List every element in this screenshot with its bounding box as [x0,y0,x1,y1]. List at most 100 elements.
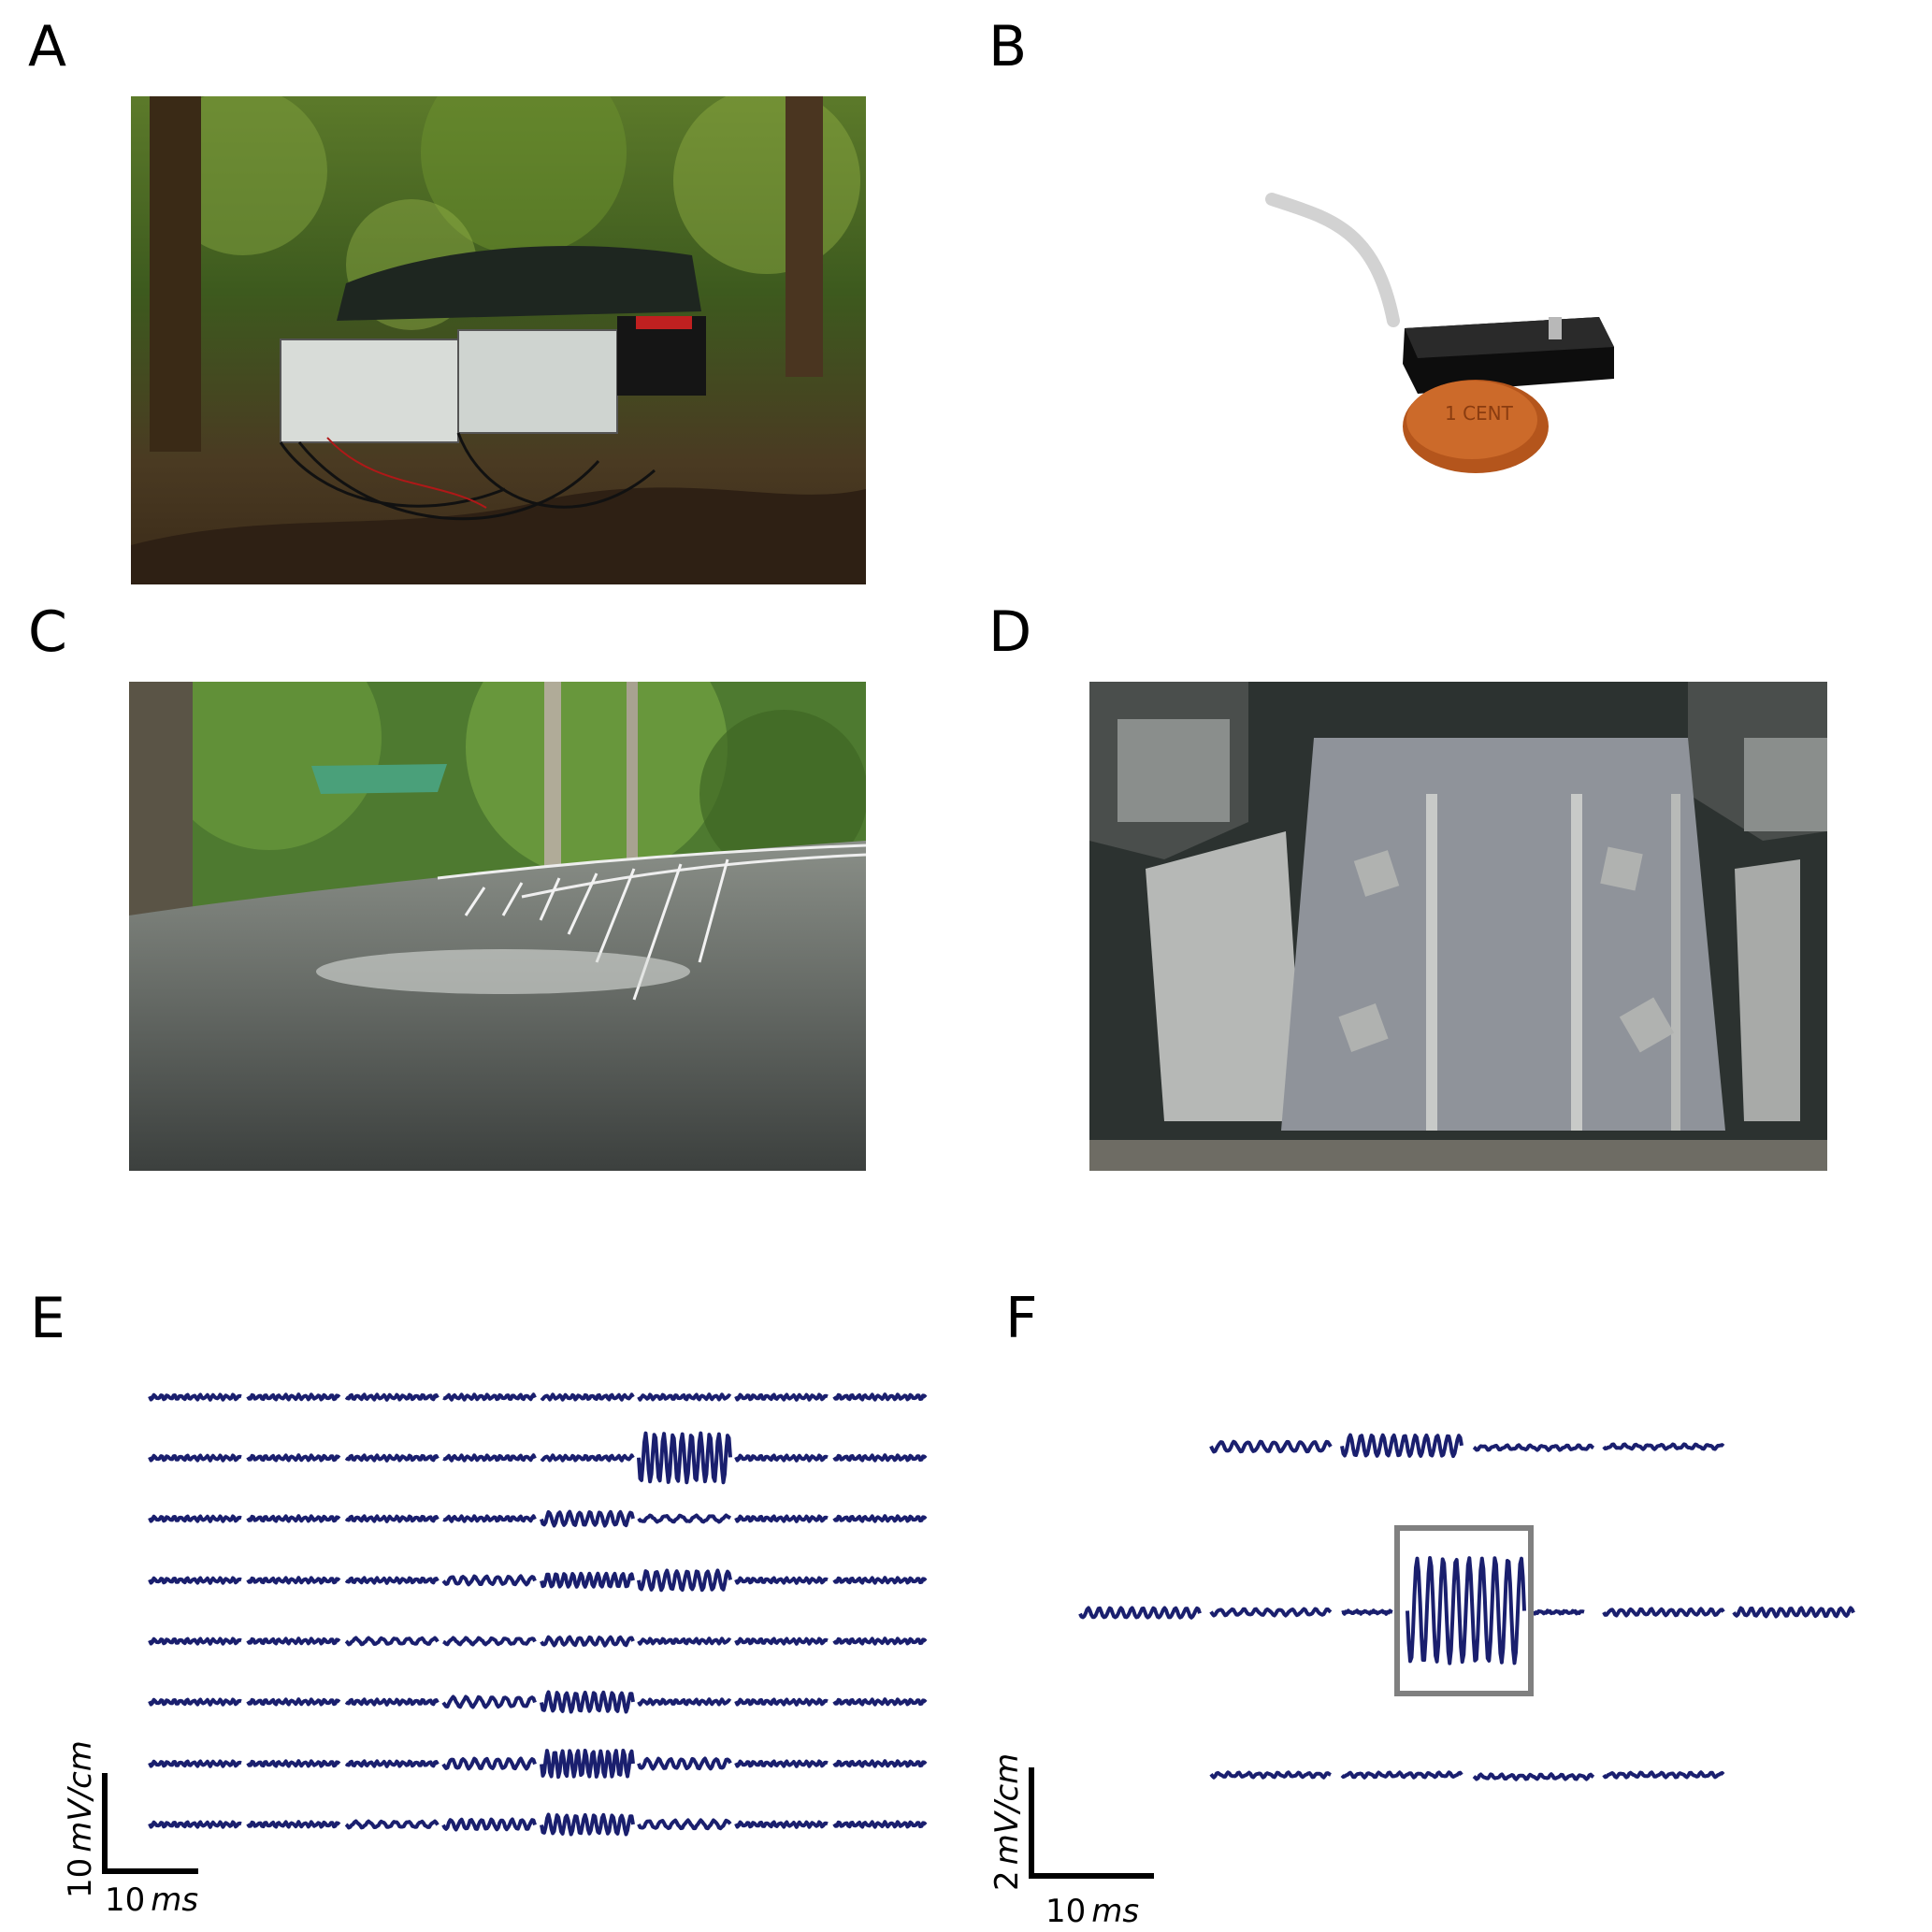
trace-f-bottom-4 [1602,1770,1725,1780]
trace-f-bottom-3 [1472,1772,1595,1781]
panel-label-b: B [988,14,1028,79]
trace-e-row5-col3 [344,1636,440,1647]
trace-e-row6-col7 [734,1697,829,1707]
trace-e-row2-col8 [832,1453,928,1463]
trace-f-middle-4 [1532,1608,1585,1616]
trace-e-row1-col5 [540,1392,635,1402]
trace-e-row5-col2 [246,1636,341,1646]
trace-f-highlighted-burst [1406,1556,1526,1665]
trace-f-bottom-2 [1340,1770,1463,1780]
scale-bar-e: 10mV/cm 10 ms [62,1740,198,1919]
panel-label-e: E [30,1286,65,1351]
scale-bar-f: 2mV/cm 10 ms [988,1753,1154,1930]
trace-e-row2-col7 [734,1453,829,1463]
trace-e-row8-col8 [832,1820,928,1829]
trace-e-row8-col1 [148,1820,242,1829]
trace-e-row7-col7 [734,1759,829,1768]
trace-e-row6-col1 [148,1697,242,1707]
trace-e-row6-col8 [832,1697,928,1707]
trace-f-top-1 [1209,1439,1333,1454]
trace-e-row7-col5 [540,1749,635,1780]
panel-f-traces [1078,1433,1855,1781]
trace-e-row4-col5 [540,1571,635,1589]
trace-e-row8-col5 [540,1812,635,1837]
trace-f-middle-6 [1732,1606,1855,1619]
trace-e-row1-col3 [344,1392,440,1402]
trace-e-row1-col2 [246,1392,341,1402]
trace-e-row7-col8 [832,1759,928,1768]
trace-e-row6-col4 [441,1694,537,1709]
trace-e-row8-col6 [637,1818,732,1831]
trace-e-row2-col4 [442,1453,537,1463]
trace-e-row7-col3 [344,1759,440,1768]
trace-e-row5-col6 [637,1636,732,1646]
trace-e-row4-col6 [637,1568,732,1593]
trace-f-bottom-1 [1209,1770,1332,1780]
trace-f-middle-2 [1209,1607,1333,1618]
panel-label-a: A [28,14,67,79]
trace-e-row3-col2 [246,1514,341,1523]
trace-e-row3-col4 [442,1514,537,1523]
trace-f-middle-1 [1078,1606,1202,1620]
trace-e-row2-col5 [540,1453,635,1463]
panel-label-d: D [988,599,1032,665]
trace-e-row8-col3 [344,1819,440,1830]
panel-label-c: C [28,599,67,665]
trace-e-row3-col1 [148,1514,242,1523]
panel-e-traces [148,1392,928,1837]
photo-stream-electrodes [129,682,866,1171]
panel-label-f: F [1005,1286,1038,1351]
trace-e-row5-col5 [540,1635,635,1648]
trace-e-row8-col4 [441,1817,537,1832]
trace-e-row2-col3 [344,1453,440,1463]
trace-e-row8-col2 [246,1820,341,1829]
trace-e-row4-col2 [246,1576,341,1585]
trace-e-row3-col5 [540,1509,635,1528]
photo-field-amplifiers [131,96,866,584]
trace-f-top-4 [1602,1442,1725,1451]
photo-lab-tank [1089,682,1827,1171]
trace-e-row5-col1 [148,1636,242,1646]
trace-e-row1-col1 [148,1392,242,1402]
trace-e-row5-col8 [832,1636,928,1646]
coin-text: 1 CENT [1445,402,1514,425]
trace-e-row7-col1 [148,1759,242,1768]
trace-e-row7-col6 [637,1756,732,1771]
trace-f-middle-5 [1602,1607,1725,1618]
highlight-box [1394,1525,1534,1696]
trace-e-row7-col4 [441,1756,537,1771]
trace-e-row1-col4 [442,1392,537,1402]
scale-e-amplitude: 10mV/cm [62,1740,99,1898]
trace-e-row7-col2 [246,1759,341,1768]
trace-e-row6-col2 [246,1697,341,1707]
trace-e-row4-col4 [441,1574,537,1587]
trace-f-top-3 [1472,1443,1595,1452]
trace-e-row4-col3 [344,1576,440,1585]
trace-e-row5-col4 [442,1636,537,1647]
trace-e-row5-col7 [734,1636,829,1646]
trace-e-row1-col6 [637,1392,732,1402]
trace-e-row2-col6 [637,1431,732,1485]
scale-f-amplitude: 2mV/cm [988,1753,1026,1891]
trace-e-row3-col7 [734,1514,829,1523]
trace-e-row4-col1 [148,1576,242,1585]
trace-e-row3-col3 [344,1514,440,1523]
trace-e-row3-col6 [637,1513,732,1524]
trace-e-row6-col5 [540,1690,635,1714]
trace-e-row4-col8 [832,1576,928,1585]
trace-f-top-2 [1340,1433,1463,1459]
trace-e-row6-col6 [637,1697,732,1707]
scale-e-time: 10 ms [105,1882,198,1919]
trace-f-middle-3 [1341,1608,1393,1616]
trace-e-row8-col7 [734,1820,829,1829]
scale-f-time: 10 ms [1045,1893,1139,1930]
trace-e-row1-col8 [832,1392,928,1402]
trace-e-row6-col3 [344,1697,440,1707]
trace-e-row2-col2 [246,1453,341,1463]
trace-e-row4-col7 [734,1576,829,1585]
trace-e-row2-col1 [148,1453,242,1463]
photo-electrode-coin: 1 CENT [1094,96,1829,584]
trace-e-row1-col7 [734,1392,829,1402]
trace-e-row3-col8 [832,1514,928,1523]
